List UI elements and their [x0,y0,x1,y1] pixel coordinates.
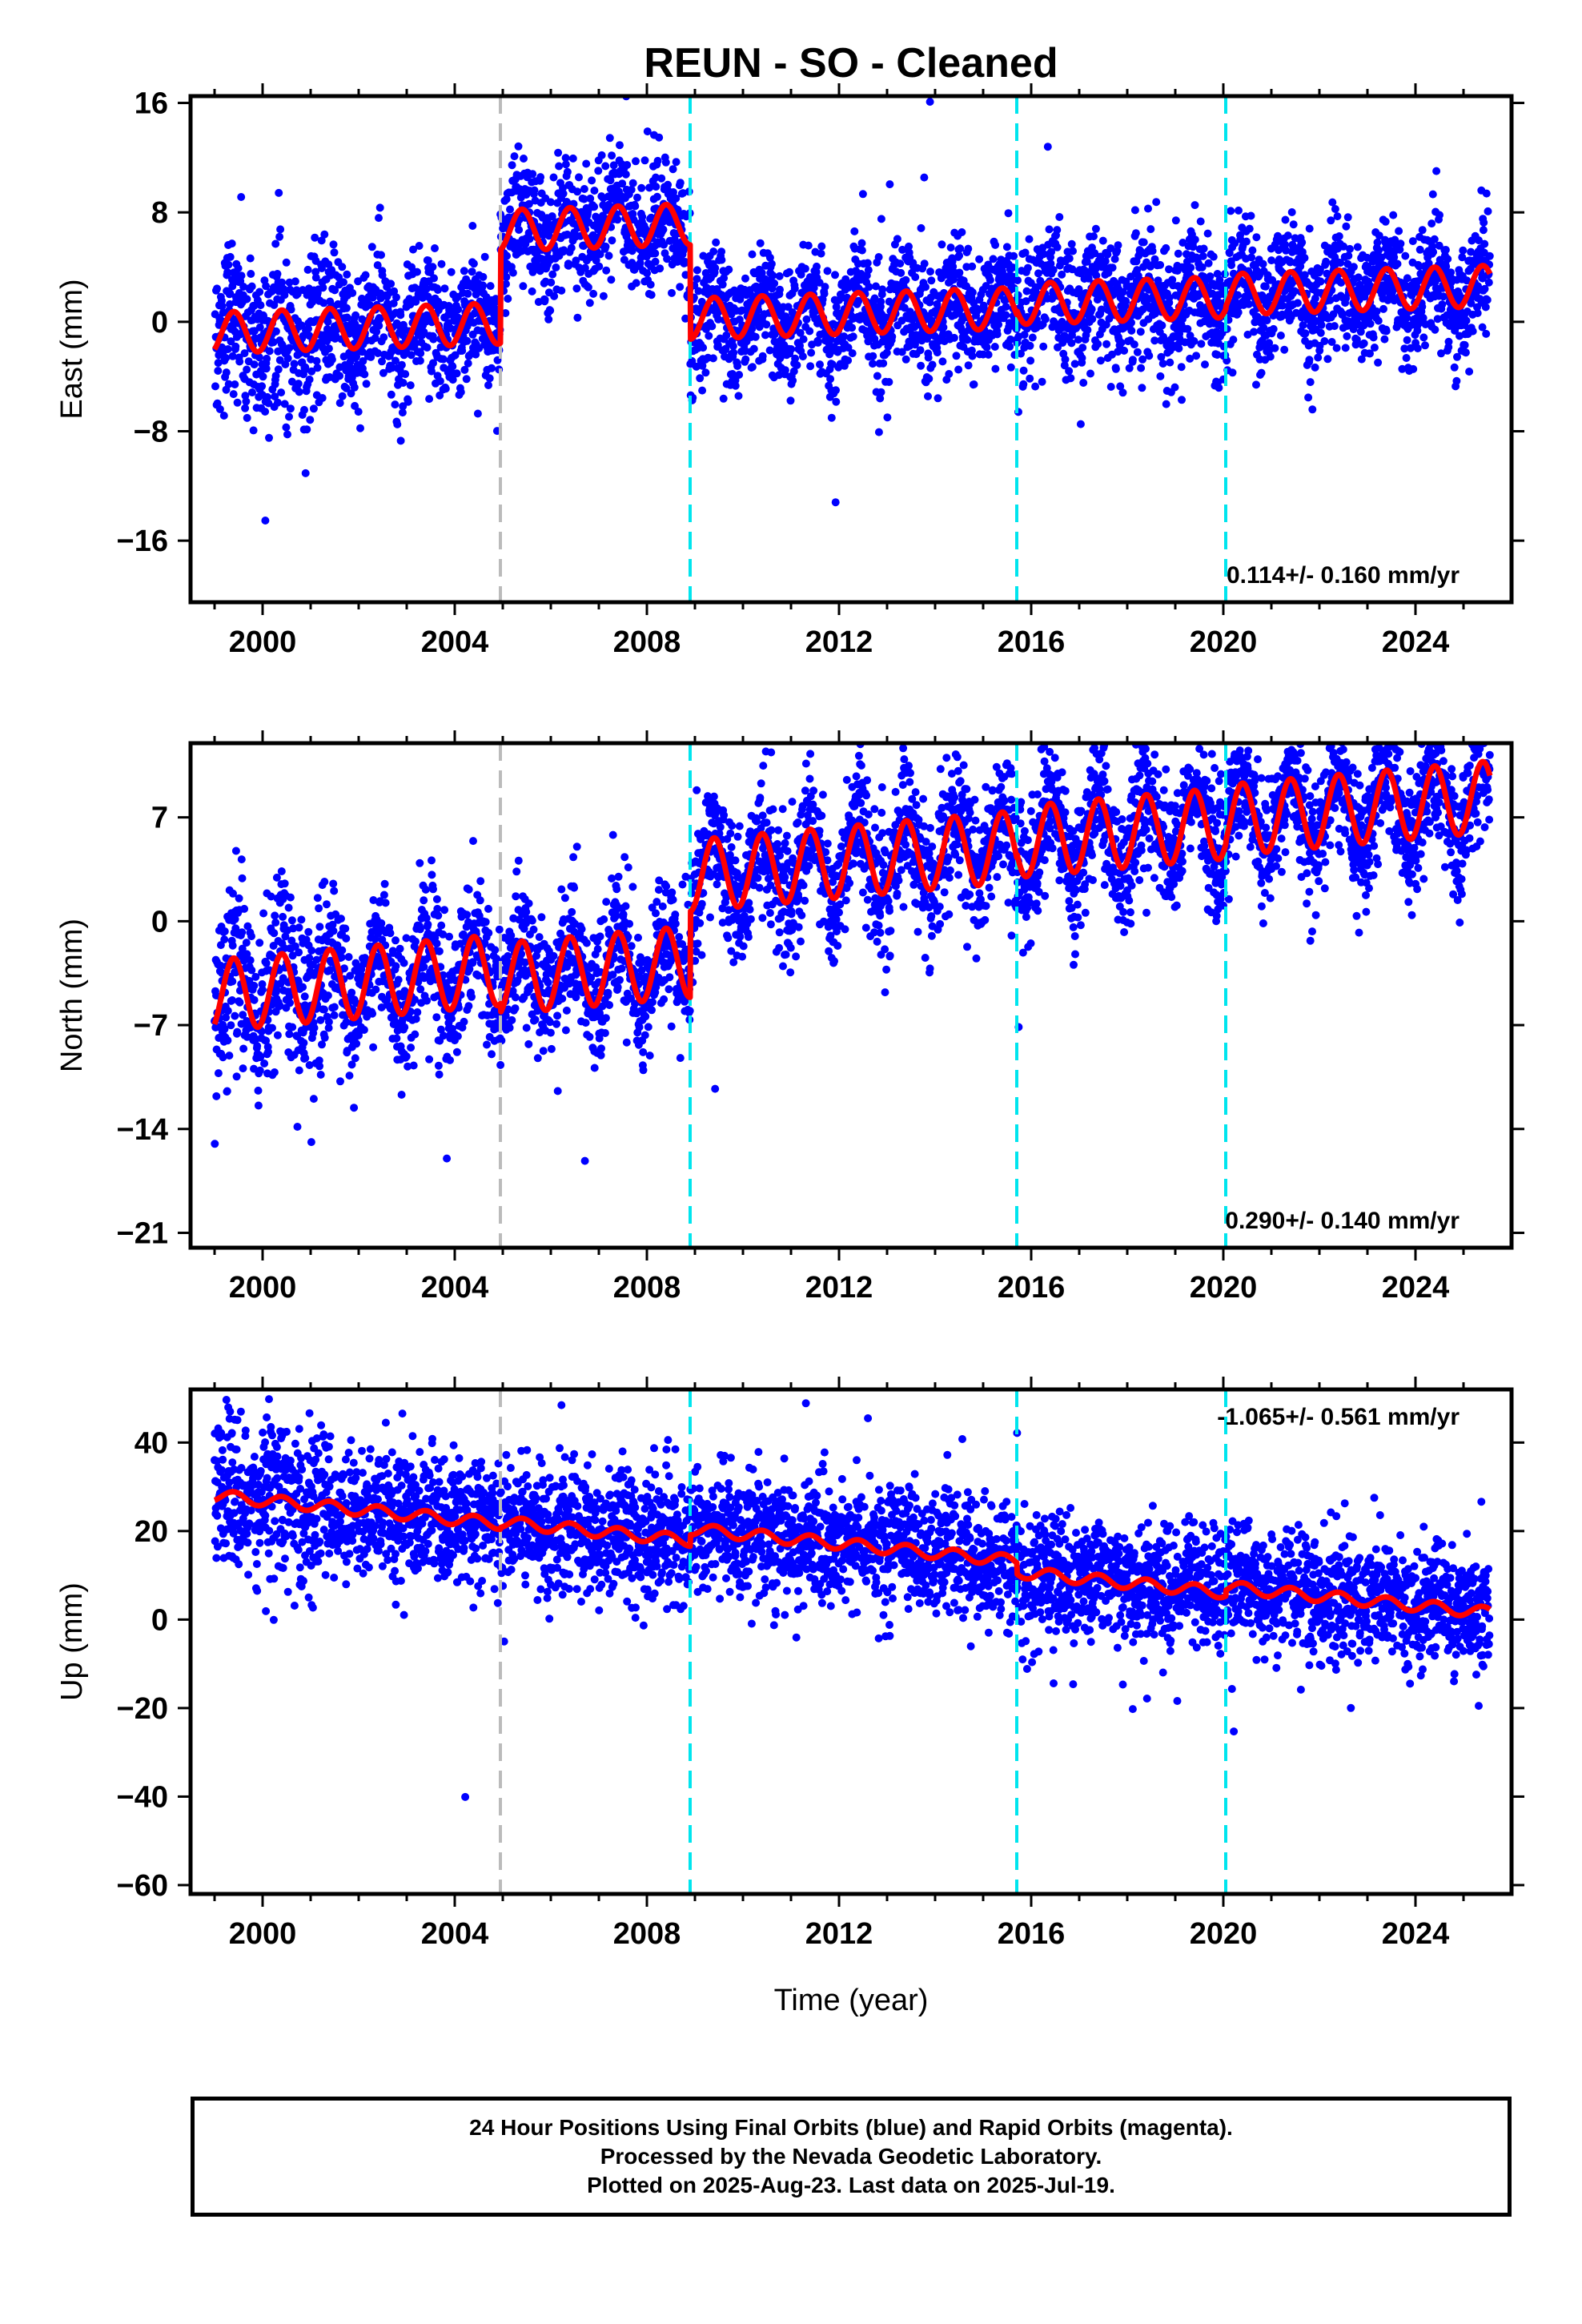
x-tick-label: 2024 [1382,1917,1450,1951]
footer-line-dates: Plotted on 2025-Aug-23. Last data on 202… [587,2171,1115,2200]
y-tick-label: −14 [117,1113,168,1147]
processing-info-box: 24 Hour Positions Using Final Orbits (bl… [191,2097,1512,2217]
y-tick-label: −8 [134,415,168,448]
y-tick-label: −21 [117,1216,168,1250]
x-axis-title: Time (year) [774,1984,929,2017]
y-tick-label: −60 [117,1869,168,1903]
x-tick-label: 2008 [613,1917,681,1951]
x-tick-label: 2000 [229,1271,297,1305]
y-tick-label: 0 [151,905,168,939]
x-tick-label: 2000 [229,1917,297,1951]
y-tick-label: −20 [117,1692,168,1726]
x-tick-label: 2024 [1382,1271,1450,1305]
panel-up: 2000 2004 2008 2012 2016 2020 2024 −60 −40 −20 0 20… [55,1335,1524,1951]
x-tick-label: 2020 [1190,1271,1258,1305]
x-tick-label: 2004 [421,1271,489,1305]
y-tick-label: 16 [135,87,168,121]
panel-east: 2000 2004 2008 2012 2016 2020 2024 −16 −8 0 8 16 Eas… [55,0,1524,659]
y-tick-label: 0 [151,306,168,340]
y-axis-title: East (mm) [55,279,89,419]
x-tick-label: 2008 [613,625,681,659]
x-tick-label: 2000 [229,625,297,659]
x-tick-label: 2012 [805,1271,873,1305]
x-tick-label: 2004 [421,1917,489,1951]
y-tick-label: −7 [134,1009,168,1043]
y-tick-label: 40 [135,1426,168,1460]
y-axis-title: Up (mm) [55,1582,89,1701]
footer-line-orbits: 24 Hour Positions Using Final Orbits (bl… [469,2113,1233,2142]
y-tick-label: 0 [151,1603,168,1637]
x-tick-label: 2004 [421,625,489,659]
x-tick-label: 2020 [1190,1917,1258,1951]
chart-title: REUN - SO - Cleaned [644,40,1058,86]
velocity-rate-label: -1.065+/- 0.561 mm/yr [1217,1404,1460,1430]
y-tick-label: −16 [117,525,168,558]
x-tick-label: 2016 [998,1917,1066,1951]
y-tick-label: 20 [135,1515,168,1549]
footer-line-processor: Processed by the Nevada Geodetic Laborat… [600,2142,1102,2171]
y-tick-label: 7 [151,802,168,835]
y-tick-label: −40 [117,1780,168,1814]
x-tick-label: 2012 [805,1917,873,1951]
velocity-rate-label: 0.114+/- 0.160 mm/yr [1227,562,1460,589]
x-tick-label: 2012 [805,625,873,659]
x-tick-label: 2024 [1382,625,1450,659]
velocity-rate-label: 0.290+/- 0.140 mm/yr [1225,1208,1460,1234]
x-tick-label: 2020 [1190,625,1258,659]
x-tick-label: 2008 [613,1271,681,1305]
y-axis-title: North (mm) [55,919,89,1072]
y-tick-label: 8 [151,196,168,230]
x-tick-label: 2016 [998,625,1066,659]
x-tick-label: 2016 [998,1271,1066,1305]
